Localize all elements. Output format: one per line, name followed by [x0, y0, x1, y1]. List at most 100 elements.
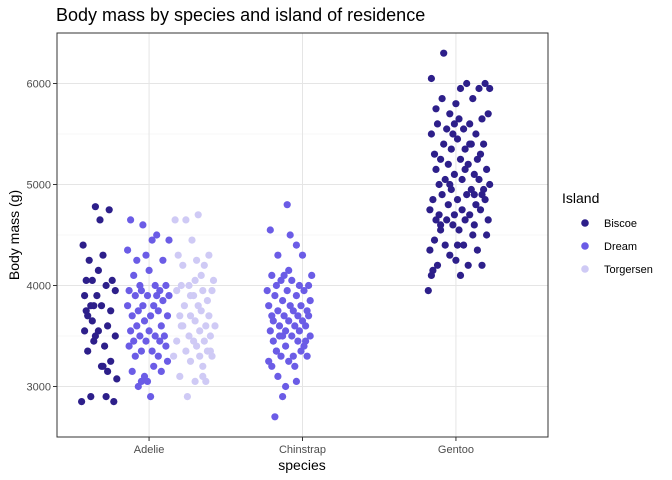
data-point-biscoe: [427, 74, 435, 83]
data-point-dream: [143, 377, 152, 385]
y-tick-label: 6000: [27, 79, 51, 91]
data-point-dream: [128, 367, 136, 375]
data-point-biscoe: [463, 191, 471, 199]
legend-key-torgersen: [581, 265, 589, 273]
data-point-dream: [285, 317, 293, 325]
data-point-biscoe: [433, 261, 442, 269]
data-point-torgersen: [171, 216, 179, 224]
data-point-biscoe: [91, 203, 99, 211]
data-point-biscoe: [96, 216, 104, 224]
data-point-dream: [305, 312, 313, 320]
data-point-dream: [131, 292, 139, 300]
data-point-biscoe: [470, 191, 478, 199]
data-point-biscoe: [469, 95, 477, 103]
data-point-biscoe: [483, 165, 491, 173]
data-point-dream: [159, 297, 167, 305]
data-point-dream: [274, 251, 282, 259]
data-point-torgersen: [197, 271, 205, 279]
data-point-dream: [139, 302, 147, 310]
data-point-biscoe: [81, 327, 89, 335]
data-point-torgersen: [200, 261, 208, 269]
data-point-dream: [157, 322, 165, 330]
data-point-biscoe: [97, 302, 106, 310]
data-point-biscoe: [486, 84, 494, 93]
data-point-biscoe: [466, 120, 474, 128]
data-point-biscoe: [483, 231, 491, 239]
data-point-torgersen: [205, 251, 213, 259]
data-point-dream: [162, 342, 170, 350]
data-point-biscoe: [426, 246, 434, 254]
data-point-biscoe: [466, 211, 474, 219]
data-point-biscoe: [473, 246, 481, 254]
data-point-biscoe: [430, 150, 439, 158]
data-point-torgersen: [176, 372, 184, 380]
data-point-dream: [137, 347, 145, 355]
data-point-torgersen: [199, 372, 207, 380]
data-point-dream: [279, 297, 287, 305]
data-point-dream: [306, 332, 314, 340]
data-point-dream: [124, 302, 132, 310]
data-point-biscoe: [456, 84, 465, 93]
data-point-biscoe: [478, 261, 486, 269]
data-point-dream: [286, 231, 294, 239]
data-point-dream: [298, 251, 307, 259]
data-point-biscoe: [446, 110, 454, 118]
data-point-biscoe: [463, 79, 471, 88]
data-point-dream: [263, 287, 271, 295]
data-point-torgersen: [199, 362, 207, 370]
data-point-dream: [266, 226, 274, 234]
data-point-dream: [269, 337, 277, 345]
data-point-biscoe: [447, 145, 455, 153]
data-point-dream: [133, 256, 141, 264]
data-point-biscoe: [453, 135, 462, 143]
data-point-dream: [160, 332, 168, 340]
data-point-biscoe: [84, 347, 92, 355]
data-point-dream: [140, 317, 149, 325]
data-point-biscoe: [443, 216, 451, 224]
data-point-torgersen: [183, 393, 191, 401]
data-point-dream: [294, 312, 302, 320]
data-point-biscoe: [484, 216, 492, 224]
data-point-torgersen: [177, 322, 185, 330]
data-point-torgersen: [182, 216, 190, 224]
data-point-biscoe: [94, 266, 102, 274]
data-point-torgersen: [206, 332, 214, 340]
data-point-dream: [289, 352, 297, 360]
data-point-dream: [302, 337, 310, 345]
x-tick-label: Chinstrap: [279, 444, 326, 456]
data-point-torgersen: [193, 256, 201, 264]
data-point-biscoe: [449, 130, 457, 138]
data-point-dream: [265, 302, 273, 310]
x-axis: Adelie Chinstrap Gentoo: [134, 437, 474, 456]
data-point-biscoe: [432, 165, 440, 173]
data-point-torgersen: [191, 377, 199, 385]
data-point-torgersen: [196, 327, 204, 335]
data-point-dream: [305, 281, 313, 290]
data-point-torgersen: [186, 292, 195, 300]
data-point-dream: [292, 377, 300, 385]
data-point-biscoe: [102, 281, 110, 290]
data-point-dream: [302, 322, 310, 330]
data-point-dream: [142, 251, 150, 259]
data-point-biscoe: [472, 130, 480, 138]
data-point-dream: [285, 357, 293, 365]
data-point-dream: [153, 231, 161, 239]
legend-label-dream: Dream: [604, 241, 637, 253]
data-point-biscoe: [456, 155, 465, 163]
data-point-dream: [266, 327, 274, 335]
data-point-biscoe: [87, 393, 95, 401]
y-axis: 3000 4000 5000 6000: [27, 79, 57, 394]
data-point-biscoe: [438, 95, 446, 103]
data-point-dream: [154, 352, 162, 360]
data-point-dream: [282, 382, 290, 391]
data-point-dream: [163, 357, 172, 365]
data-point-biscoe: [111, 287, 119, 295]
data-point-dream: [271, 292, 279, 300]
data-point-biscoe: [427, 271, 435, 279]
data-point-dream: [291, 322, 299, 330]
data-point-torgersen: [202, 322, 210, 330]
data-point-dream: [147, 312, 155, 320]
data-point-dream: [148, 236, 156, 244]
data-point-biscoe: [99, 362, 107, 370]
data-point-biscoe: [437, 221, 445, 229]
